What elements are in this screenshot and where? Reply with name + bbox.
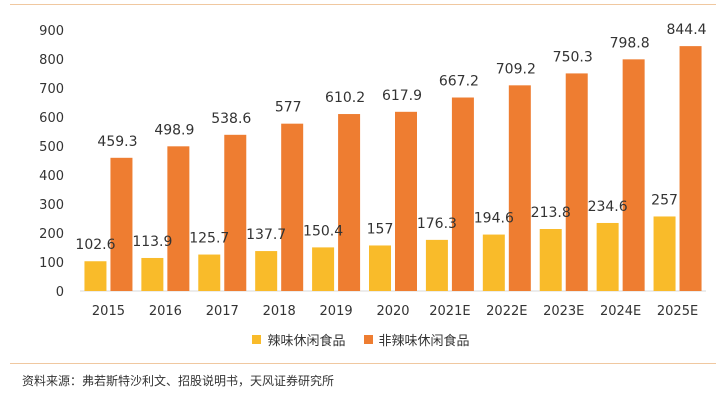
value-label-non-spicy: 459.3 [97, 134, 137, 150]
legend-label-non-spicy: 非辣味休闲食品 [378, 334, 470, 349]
value-label-non-spicy: 577 [275, 100, 302, 116]
bar-non-spicy [622, 59, 645, 292]
top-border-line [10, 4, 716, 5]
bar-non-spicy [395, 111, 417, 292]
value-label-non-spicy: 750.3 [553, 49, 593, 65]
x-axis: 2015 2016 2017 2018 2019 2020 2021E 2022E 2023E 2… [80, 290, 706, 319]
bar-non-spicy [224, 134, 247, 291]
y-tick-label: 500 [39, 140, 64, 155]
x-tick-label: 2017 [206, 304, 239, 319]
value-labels: 102.6 113.9 125.7 137.7 150.4 157 176.3 194.6 21… [75, 22, 706, 253]
value-label-spicy: 257 [651, 192, 678, 208]
bars [84, 46, 702, 292]
legend-item-non-spicy: 非辣味休闲食品 [363, 330, 470, 349]
x-tick-label: 2020 [376, 304, 409, 319]
source-note: 资料来源：弗若斯特沙利文、招股说明书，天风证券研究所 [22, 374, 335, 388]
value-label-spicy: 150.4 [303, 223, 343, 239]
y-axis: 0 100 200 300 400 500 600 700 800 900 [39, 24, 64, 300]
bar-spicy [596, 222, 619, 291]
x-tick-label: 2022E [486, 304, 527, 319]
y-tick-label: 400 [39, 169, 64, 184]
bar-spicy [312, 247, 335, 291]
legend-label-spicy: 辣味休闲食品 [267, 334, 346, 349]
value-label-spicy: 176.3 [417, 216, 457, 232]
y-tick-label: 0 [56, 285, 64, 300]
bar-spicy [255, 251, 278, 291]
value-label-non-spicy: 617.9 [382, 88, 422, 104]
bar-non-spicy [281, 123, 304, 291]
y-tick-label: 300 [39, 198, 64, 213]
y-tick-label: 600 [39, 111, 64, 126]
bar-spicy [482, 234, 505, 291]
value-label-spicy: 234.6 [588, 199, 628, 215]
value-label-spicy: 213.8 [531, 205, 571, 221]
value-label-non-spicy: 844.4 [666, 22, 706, 38]
bar-non-spicy [167, 146, 190, 291]
value-label-non-spicy: 498.9 [154, 122, 194, 138]
value-label-non-spicy: 610.2 [325, 90, 365, 106]
x-tick-label: 2021E [429, 304, 470, 319]
bar-non-spicy [508, 85, 531, 291]
bar-spicy [84, 261, 107, 291]
y-tick-label: 800 [39, 53, 64, 68]
x-tick-label: 2016 [149, 304, 182, 319]
value-label-spicy: 157 [367, 221, 394, 237]
value-label-non-spicy: 709.2 [496, 61, 536, 77]
x-tick-label: 2019 [320, 304, 353, 319]
y-tick-label: 200 [39, 227, 64, 242]
y-tick-label: 900 [39, 24, 64, 39]
bar-non-spicy [679, 46, 702, 292]
x-tick-label: 2024E [600, 304, 641, 319]
bar-spicy [369, 245, 391, 291]
bar-spicy [653, 216, 676, 291]
legend-item-spicy: 辣味休闲食品 [252, 330, 346, 349]
value-label-non-spicy: 667.2 [439, 74, 479, 90]
bar-non-spicy [338, 114, 361, 292]
value-label-non-spicy: 798.8 [610, 35, 650, 51]
x-tick-label: 2018 [263, 304, 296, 319]
value-label-spicy: 102.6 [75, 237, 115, 253]
value-label-spicy: 137.7 [246, 227, 286, 243]
bar-spicy [198, 254, 221, 291]
x-tick-label: 2023E [543, 304, 584, 319]
bar-non-spicy [110, 157, 133, 291]
bar-spicy [539, 228, 562, 291]
bar-non-spicy [451, 97, 474, 292]
value-label-spicy: 125.7 [189, 231, 229, 247]
x-tick-label: 2025E [657, 304, 698, 319]
bar-non-spicy [565, 73, 588, 292]
legend-swatch-non-spicy [363, 335, 373, 344]
y-tick-label: 700 [39, 82, 64, 97]
y-tick-label: 100 [39, 256, 64, 271]
x-tick-label: 2015 [92, 304, 125, 319]
bottom-border-line [10, 363, 716, 364]
bar-spicy [141, 257, 164, 291]
value-label-spicy: 113.9 [132, 234, 172, 250]
bar-spicy [425, 239, 448, 291]
legend: 辣味休闲食品 非辣味休闲食品 [0, 330, 722, 349]
legend-swatch-spicy [252, 335, 262, 344]
value-label-non-spicy: 538.6 [211, 111, 251, 127]
value-label-spicy: 194.6 [474, 211, 514, 227]
